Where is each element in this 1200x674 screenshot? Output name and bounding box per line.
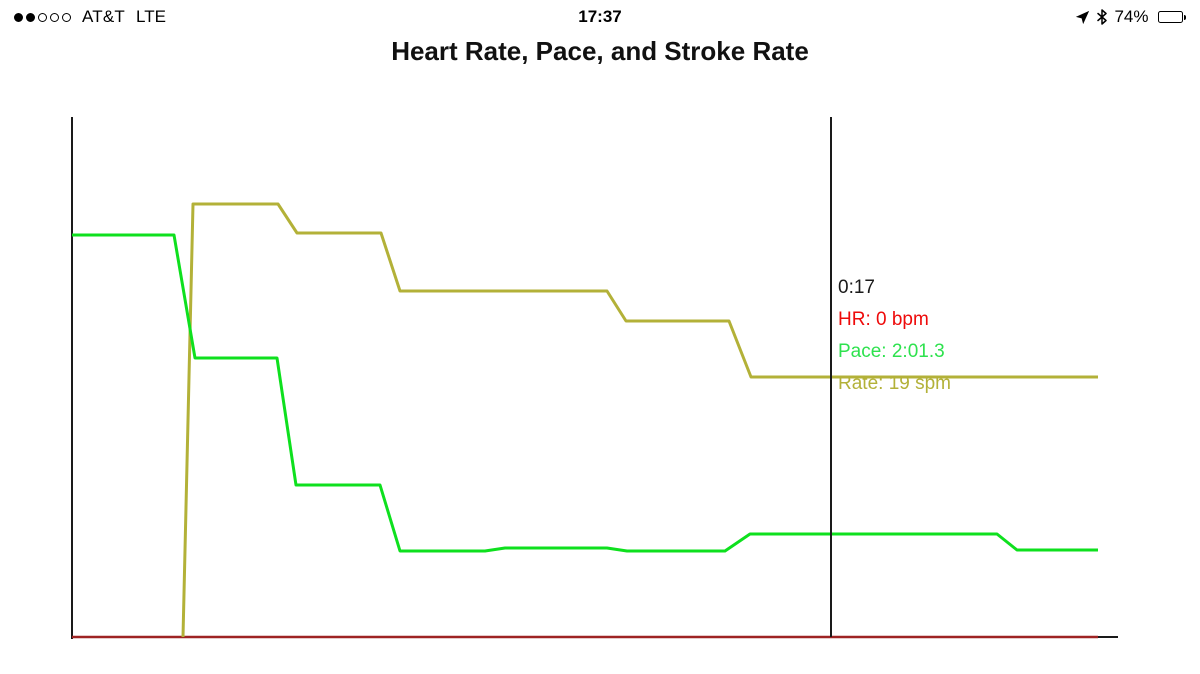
series-line-stroke-rate — [181, 202, 1098, 638]
signal-dot — [38, 12, 47, 22]
signal-dot — [62, 12, 71, 22]
bluetooth-icon — [1097, 9, 1108, 25]
series-line-pace — [72, 233, 1098, 553]
status-bar-left: AT&T LTE — [14, 7, 166, 27]
signal-dot — [14, 12, 23, 22]
pace-readout: Pace: 2:01.3 — [838, 341, 945, 362]
signal-strength-icon — [14, 12, 71, 22]
battery-icon — [1157, 11, 1186, 23]
cursor-time-label: 0:17 — [838, 277, 875, 298]
status-bar-right: 74% — [1075, 7, 1186, 27]
heart-rate-readout: HR: 0 bpm — [838, 309, 929, 330]
location-arrow-icon — [1075, 10, 1090, 25]
network-type-label: LTE — [136, 7, 166, 26]
carrier-label: AT&T — [82, 7, 125, 26]
signal-dot — [50, 12, 59, 22]
battery-percent-label: 74% — [1114, 7, 1149, 26]
page-title: Heart Rate, Pace, and Stroke Rate — [391, 36, 809, 66]
signal-dot — [26, 12, 35, 22]
